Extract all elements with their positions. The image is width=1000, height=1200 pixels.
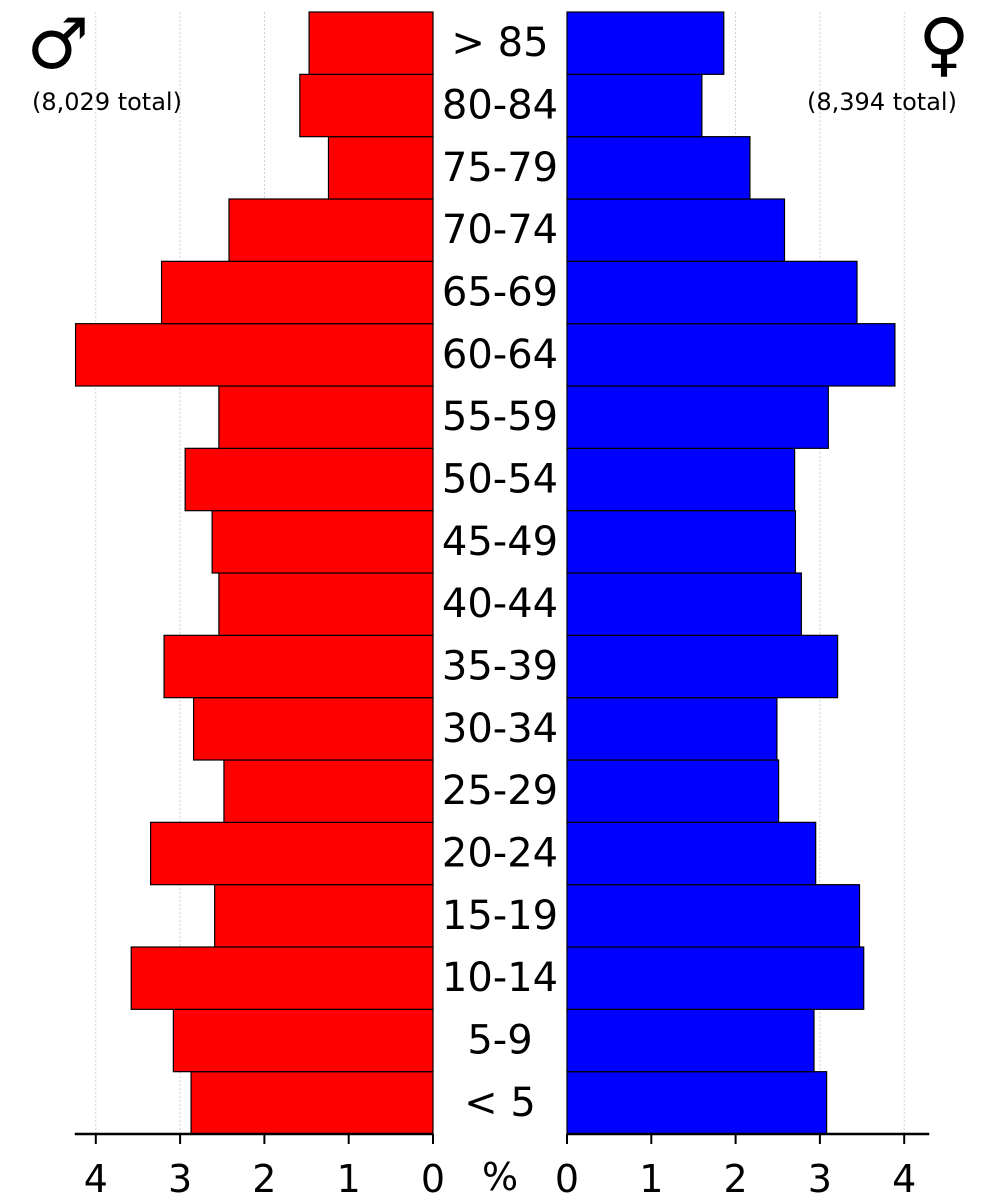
age-group-label: 30-34 [442,706,558,752]
male-bar [192,697,434,761]
x-tick-label: 1 [639,1157,663,1200]
x-tick-label: 2 [252,1157,276,1200]
age-group-label: 10-14 [442,955,558,1001]
female-symbol: ♀ [918,3,969,85]
x-unit-label: % [482,1155,518,1199]
female-bar [566,510,797,574]
age-labels: < 5 5-9 10-14 15-19 20-24 25-29 30-34 35-39 40-4… [442,20,558,1126]
female-bar [566,634,839,699]
female-bar [566,572,802,636]
male-bar [190,1071,434,1135]
male-bar [327,136,434,200]
bars [74,11,896,1135]
female-bar [566,323,896,387]
male-bar [172,1008,434,1073]
x-tick-label: 3 [808,1157,832,1200]
female-bar [566,821,817,886]
x-tick-label: 0 [421,1157,445,1200]
male-bar [184,447,434,512]
female-bar [566,447,796,512]
male-bar [214,884,434,948]
female-bar [566,946,865,1010]
x-tick-label: 3 [168,1157,192,1200]
age-group-label: 40-44 [442,581,558,627]
male-bar [218,572,434,636]
age-group-label: 25-29 [442,768,558,814]
x-tick-label: 4 [892,1157,916,1200]
male-total-label: (8,029 total) [32,88,182,116]
male-bar [149,821,434,886]
age-group-label: 20-24 [442,831,558,877]
age-group-label: 55-59 [442,394,558,440]
male-bar [211,510,434,574]
female-bar [566,759,780,823]
age-group-label: 50-54 [442,457,558,503]
female-bar [566,198,786,262]
x-axes: 0 0 1 1 2 2 3 3 4 4 [74,1132,930,1200]
female-bar [566,1071,828,1135]
female-bar [566,697,778,761]
male-bar [223,759,434,823]
male-bar [160,260,434,325]
age-group-label: 65-69 [442,270,558,316]
female-bar [566,260,858,325]
male-bar [130,946,434,1010]
age-group-label: 15-19 [442,893,558,939]
x-tick-label: 1 [337,1157,361,1200]
male-bar [74,323,434,387]
age-group-label: 75-79 [442,145,558,191]
male-bar [228,198,434,262]
female-bar [566,1008,815,1073]
male-symbol: ♂ [27,3,90,85]
age-group-label: 70-74 [442,207,558,253]
age-group-label: 60-64 [442,332,558,378]
male-bar [163,634,434,699]
female-total-label: (8,394 total) [807,88,957,116]
age-group-label: > 85 [451,20,548,66]
x-tick-label: 2 [724,1157,748,1200]
male-bar [218,385,434,449]
female-bar [566,385,829,449]
age-group-label: 35-39 [442,644,558,690]
age-group-label: 80-84 [442,83,558,129]
female-bar [566,73,703,138]
age-group-label: 5-9 [467,1018,532,1064]
female-bar [566,884,861,948]
age-group-label: 45-49 [442,519,558,565]
age-group-label: < 5 [464,1080,536,1126]
female-bar [566,136,751,200]
x-tick-label: 4 [84,1157,108,1200]
x-tick-label: 0 [555,1157,579,1200]
female-bar [566,11,725,75]
male-bar [299,73,434,138]
male-bar [308,11,434,75]
